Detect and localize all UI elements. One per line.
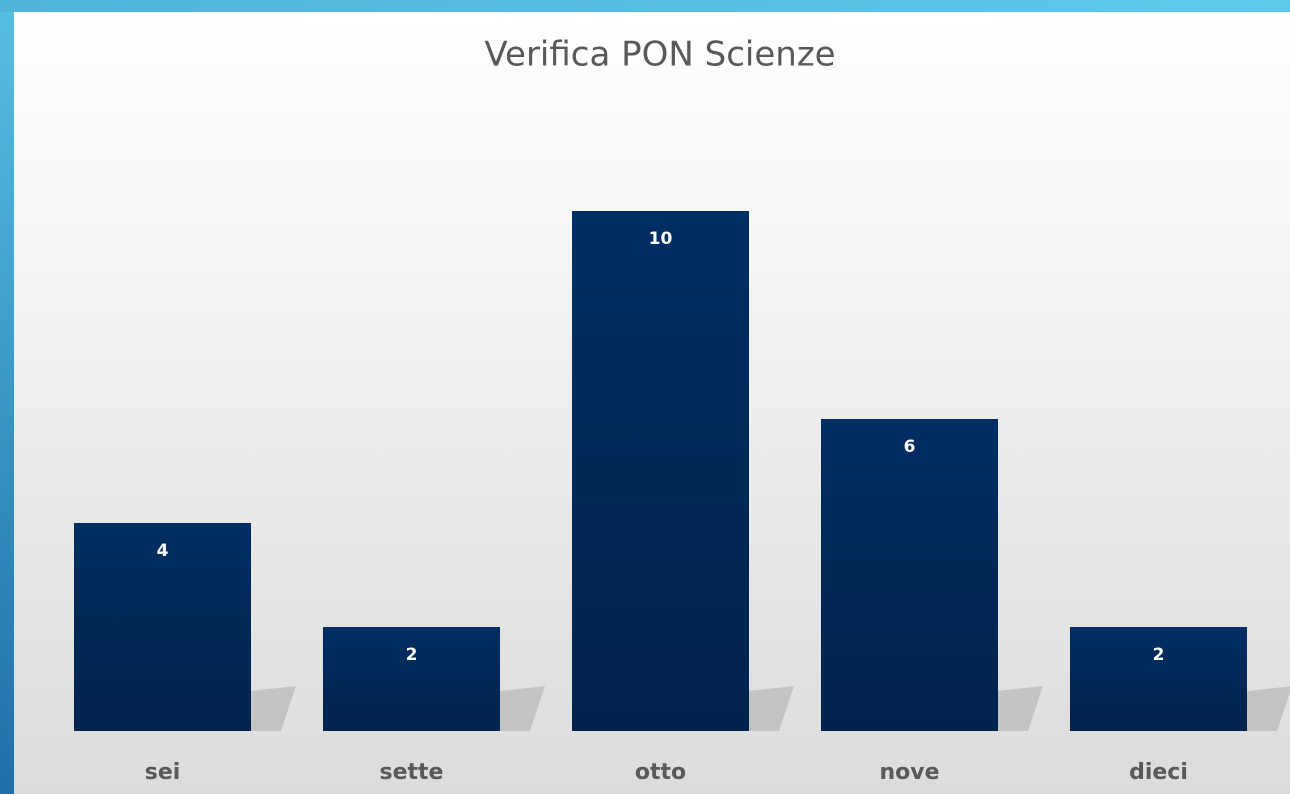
x-tick-label: sette (380, 760, 444, 785)
bar (572, 211, 749, 731)
bar (74, 523, 251, 731)
x-tick-label: otto (635, 760, 686, 785)
data-label: 2 (1153, 645, 1165, 665)
bar-shadow (749, 686, 794, 731)
bar-shadow (998, 686, 1043, 731)
bar (323, 627, 500, 731)
x-tick-label: sei (145, 760, 181, 785)
x-tick-label: dieci (1129, 760, 1188, 785)
bar (821, 419, 998, 731)
frame-top (0, 0, 1290, 12)
bar-shadow (251, 686, 296, 731)
bar-shadow (500, 686, 545, 731)
chart-title: Verifica PON Scienze (484, 35, 835, 75)
data-label: 10 (649, 229, 673, 249)
bar (1070, 627, 1247, 731)
bar-shadow (1247, 686, 1290, 731)
data-label: 6 (904, 437, 916, 457)
data-label: 4 (157, 541, 169, 561)
x-tick-label: nove (879, 760, 939, 785)
data-label: 2 (406, 645, 418, 665)
